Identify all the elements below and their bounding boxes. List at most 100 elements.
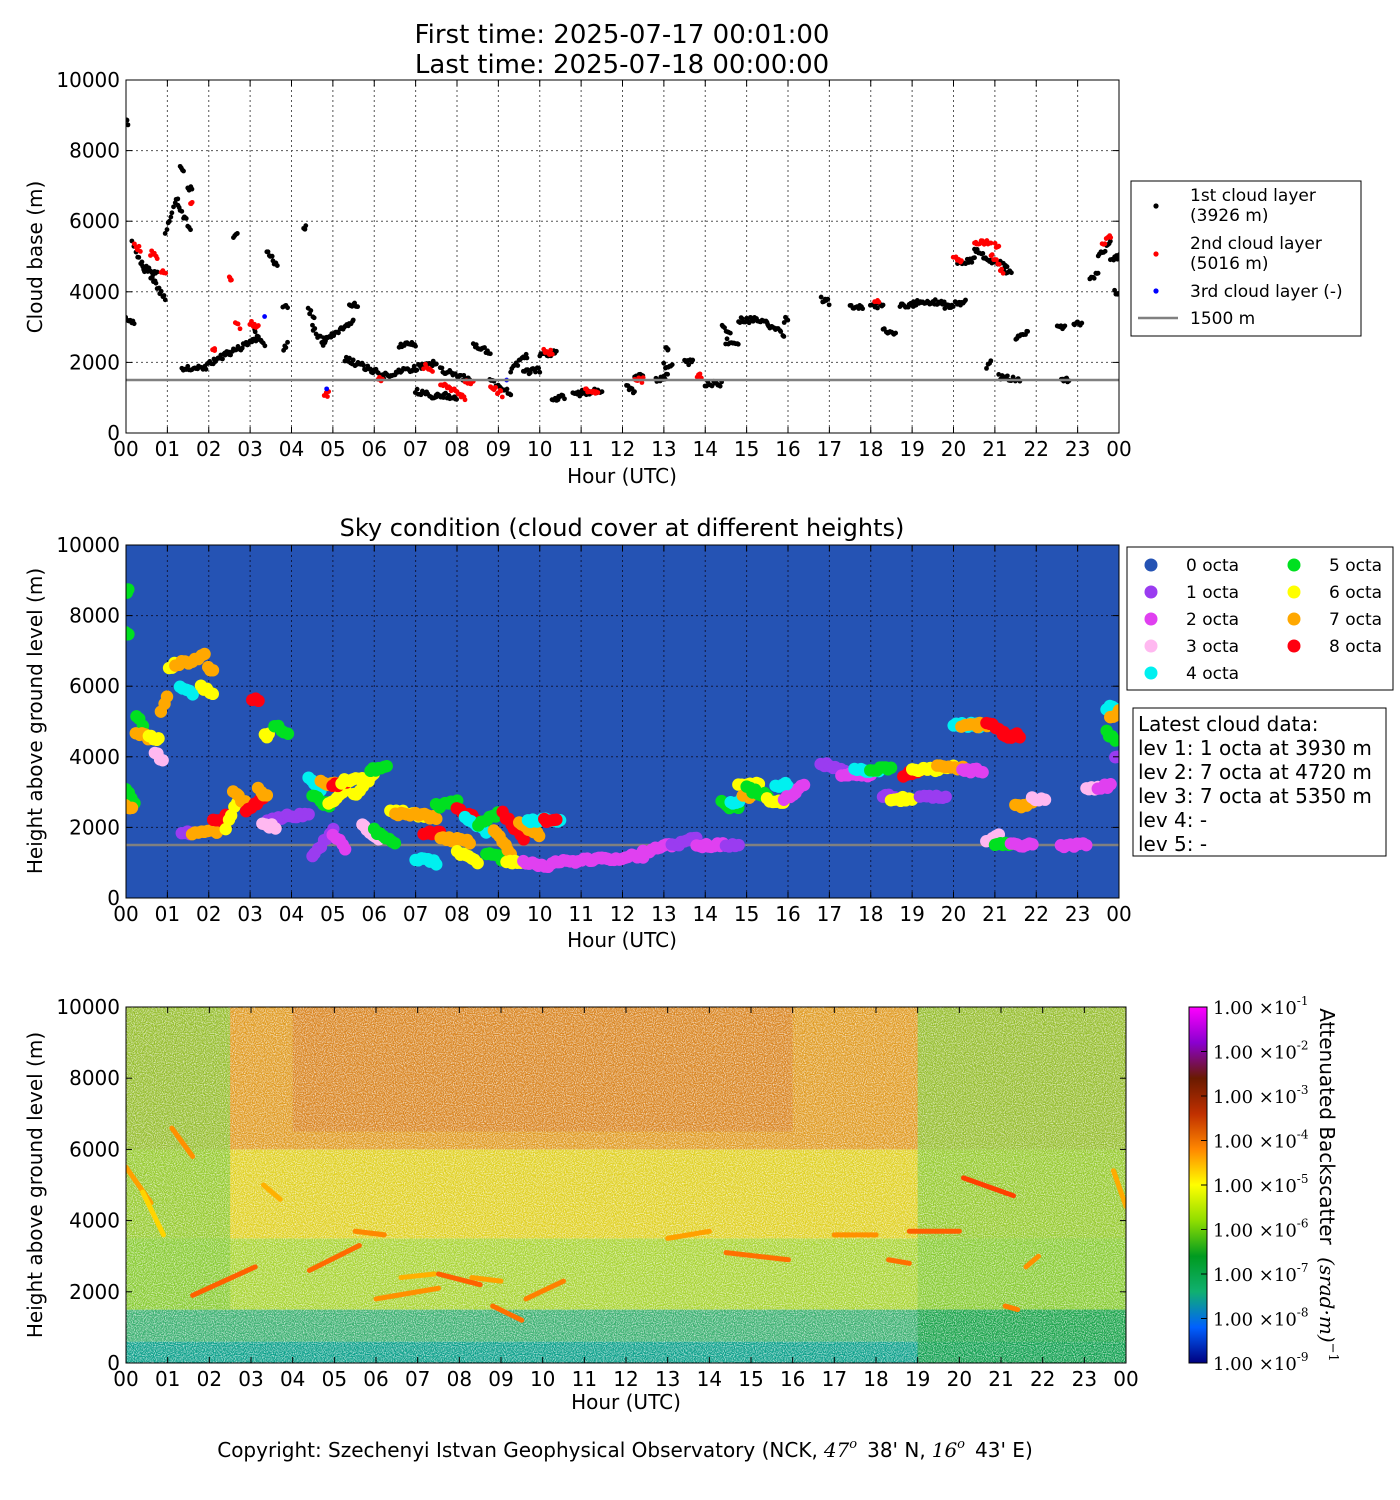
x-tick-label: 15: [734, 902, 759, 926]
y-tick-label: 2000: [69, 1280, 120, 1304]
x-tick-label: 11: [568, 437, 593, 461]
legend-octa-dot: [1144, 612, 1158, 626]
colorbar-label: Attenuated Backscatter (srad·m)−1: [1315, 1008, 1340, 1362]
legend-1st-sub: (3926 m): [1190, 206, 1269, 226]
cloud-point: [1025, 328, 1031, 334]
octa-point: [732, 838, 745, 852]
cloud-point: [996, 243, 1002, 249]
cloud-point: [781, 320, 787, 325]
y-tick-label: 6000: [69, 1137, 120, 1161]
cloud-point: [454, 396, 460, 402]
cloud-point: [527, 370, 533, 376]
cloud-point: [972, 255, 977, 261]
legend-1500-label: 1500 m: [1190, 309, 1255, 329]
cloud-point: [988, 358, 994, 364]
cloud-point: [1107, 238, 1113, 244]
legend-octa-label: 7 octa: [1329, 610, 1382, 630]
cloud-point: [164, 227, 170, 232]
series-1: [126, 117, 1119, 403]
panel2-series: [126, 583, 1119, 874]
y-tick-label: 4000: [69, 280, 120, 304]
x-tick-label: 21: [988, 1367, 1013, 1391]
octa-point: [160, 690, 174, 703]
octa-point: [517, 833, 530, 846]
cloud-point: [183, 216, 189, 221]
cloud-point: [462, 397, 468, 403]
panel2-x-label: Hour (UTC): [567, 928, 677, 952]
cloud-point: [533, 369, 538, 375]
cloud-point: [411, 363, 417, 369]
x-tick-label: 16: [775, 902, 800, 926]
cloud-point: [262, 314, 268, 319]
x-tick-label: 21: [982, 437, 1007, 461]
y-tick-label: 6000: [69, 209, 120, 233]
cloud-point: [826, 302, 832, 308]
cloud-point: [515, 363, 521, 368]
panel-sky-condition: Sky condition (cloud cover at different …: [23, 514, 1394, 952]
cloud-point: [154, 269, 160, 275]
octa-point: [126, 628, 135, 641]
x-tick-label: 18: [858, 902, 883, 926]
cloud-point: [994, 257, 999, 263]
octa-point: [939, 790, 952, 804]
cloud-point: [136, 243, 142, 249]
cloud-point: [665, 371, 671, 377]
cloud-point: [139, 259, 145, 265]
cloud-point: [1005, 373, 1010, 379]
octa-point: [884, 761, 898, 774]
x-tick-label: 06: [362, 902, 387, 926]
x-tick-label: 10: [527, 437, 552, 461]
colorbar-tick-label: 1.00 ×10-2: [1213, 1039, 1309, 1064]
panel2-legend: 0 octa 1 octa 2 octa 3 octa 4 octa 5 octa 6 oc…: [1126, 546, 1394, 691]
cloud-echo: [306, 1243, 362, 1273]
x-tick-label: 09: [486, 437, 511, 461]
cloud-point: [239, 345, 245, 351]
x-tick-label: 05: [322, 1367, 347, 1391]
x-tick-label: 08: [444, 437, 469, 461]
latest-cloud-title: Latest cloud data:: [1138, 712, 1318, 736]
legend-octa-dot: [1144, 639, 1158, 653]
legend-2nd-label: 2nd cloud layer: [1190, 234, 1322, 254]
svg-text:Attenuated Backscatter: Attenuated Backscatter (srad·m)−1: [1315, 1008, 1340, 1362]
cloud-point: [325, 394, 330, 399]
x-tick-label: 20: [941, 437, 966, 461]
cloud-point: [212, 346, 218, 351]
cloud-point: [285, 305, 290, 311]
x-tick-label: 03: [237, 437, 262, 461]
x-tick-label: 02: [196, 902, 221, 926]
cloud-point: [989, 252, 995, 258]
y-tick-label: 8000: [69, 139, 120, 163]
legend-octa-dot: [1144, 666, 1158, 680]
colorbar-ticks: 1.00 ×10-9 1.00 ×10-8 1.00 ×10-7 1.00 ×10-6…: [1201, 994, 1309, 1375]
colorbar-unit-exp: −1: [1325, 1343, 1340, 1362]
y-tick-label: 4000: [69, 1209, 120, 1233]
cloud-point: [639, 380, 645, 385]
cloud-point: [1108, 235, 1114, 240]
x-tick-label: 22: [1024, 902, 1049, 926]
x-tick-label: 23: [1065, 437, 1090, 461]
cloud-point: [562, 396, 567, 402]
x-tick-label: 16: [780, 1367, 805, 1391]
x-tick-label: 12: [610, 902, 635, 926]
lat-degrees: 47: [823, 1438, 850, 1462]
cloud-point: [735, 341, 741, 347]
cloud-point: [690, 357, 696, 363]
panel3-x-label: Hour (UTC): [571, 1390, 681, 1414]
panel2-x-ticks: 00 01 02 03 04 05 06 07 08 09 10 11 12 13 14 15 16 17 18 19…: [113, 545, 1132, 926]
x-tick-label: 15: [734, 437, 759, 461]
cloud-point: [350, 357, 356, 363]
y-tick-label: 10000: [56, 68, 120, 92]
cloud-point: [1004, 264, 1010, 270]
cloud-point: [473, 342, 479, 348]
legend-dot-3rd: [1153, 288, 1159, 294]
cloud-point: [984, 365, 989, 371]
cloud-point: [189, 199, 195, 205]
x-tick-label: 23: [1072, 1367, 1097, 1391]
octa-point: [152, 732, 165, 745]
cloud-point: [235, 321, 241, 327]
cloud-point: [175, 196, 181, 202]
legend-dot-2nd: [1153, 251, 1159, 257]
panel1-series: [126, 117, 1119, 403]
panel-backscatter: 00 01 02 03 04 05 06 07 08 09 10 11 12 13 14 15 16 17 18 19…: [23, 994, 1340, 1414]
cloud-point: [548, 347, 554, 353]
